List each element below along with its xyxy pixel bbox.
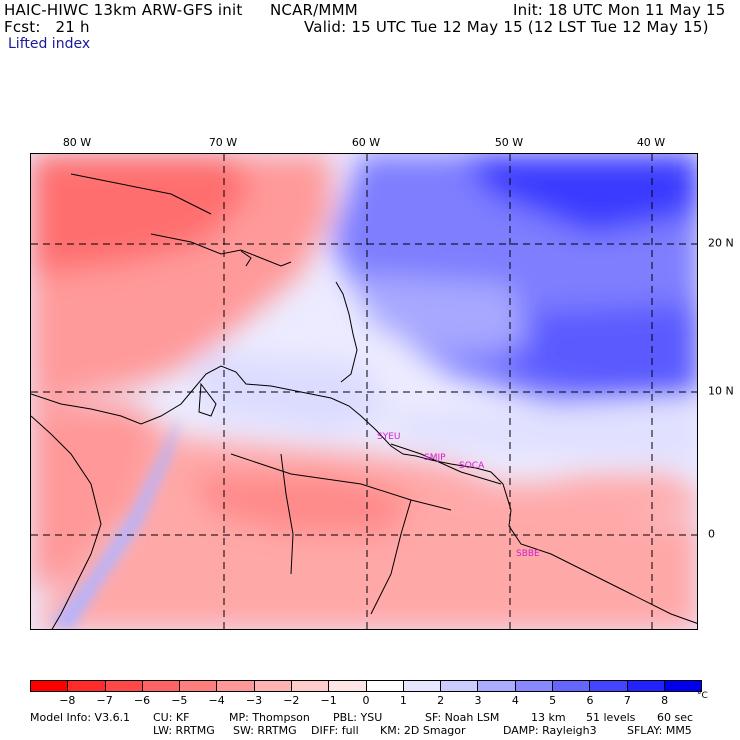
colorbar-tick-label: 2 (437, 694, 445, 707)
colorbar-tick-label: −8 (59, 694, 76, 707)
footer-pbl: PBL: YSU (333, 711, 383, 724)
footer-lw: LW: RRTMG (153, 724, 215, 737)
colorbar-tick-label: −4 (208, 694, 225, 707)
colorbar-cell (217, 681, 255, 691)
footer-resolution: 13 km (531, 711, 566, 724)
station-label: SBBE (516, 549, 540, 559)
colorbar-tick-label: −7 (96, 694, 113, 707)
footer-mp: MP: Thompson (229, 711, 310, 724)
footer-levels: 51 levels (586, 711, 636, 724)
forecast-hour: Fcst: 21 h (4, 18, 90, 36)
colorbar-tick-label: 7 (623, 694, 631, 707)
lat-label-0: 0 (708, 527, 715, 541)
footer-timestep: 60 sec (657, 711, 694, 724)
colorbar-tick-label: −2 (283, 694, 300, 707)
lon-label-40w: 40 W (636, 136, 666, 149)
colorbar-cell (552, 681, 591, 691)
footer-km: KM: 2D Smagor (380, 724, 466, 737)
colorbar-tick-label: −1 (320, 694, 337, 707)
colorbar-tick-label: 4 (511, 694, 519, 707)
model-title: HAIC-HIWC 13km ARW-GFS init (4, 1, 243, 19)
colorbar-cell (664, 681, 702, 691)
colorbar-cell (627, 681, 665, 691)
colorbar-tick-label: 8 (661, 694, 669, 707)
colorbar-unit: °C (697, 691, 708, 701)
field-name: Lifted index (8, 36, 91, 52)
footer-diff: DIFF: full (311, 724, 359, 737)
colorbar-cell (478, 681, 516, 691)
footer-model-info: Model Info: V3.6.1 (30, 711, 131, 724)
colorbar-cell (142, 681, 181, 691)
colorbar-tick-label: −6 (133, 694, 151, 707)
colorbar-tick-label: −5 (171, 694, 188, 707)
footer-damp: DAMP: Rayleigh3 (503, 724, 597, 737)
station-label: SOCA (459, 461, 485, 471)
lon-label-60w: 60 W (351, 136, 381, 149)
lon-label-80w: 80 W (62, 136, 92, 149)
lat-label-10n: 10 N (708, 384, 734, 398)
valid-time: Valid: 15 UTC Tue 12 May 15 (12 LST Tue … (304, 18, 709, 36)
colorbar-tick-label: 6 (586, 694, 594, 707)
footer-sflay: SFLAY: MM5 (627, 724, 692, 737)
footer-cu: CU: KF (153, 711, 190, 724)
colorbar-cell (31, 681, 69, 691)
colorbar-cell (366, 681, 404, 691)
station-label: SYEU (377, 432, 401, 442)
colorbar-cell (105, 681, 143, 691)
colorbar-cell (291, 681, 330, 691)
colorbar-tick-label: 0 (362, 694, 370, 707)
colorbar (30, 680, 702, 692)
colorbar-cell (590, 681, 628, 691)
map-canvas (31, 154, 697, 629)
init-time: Init: 18 UTC Mon 11 May 15 (513, 1, 726, 19)
footer-sf: SF: Noah LSM (425, 711, 500, 724)
lat-label-20n: 20 N (708, 236, 734, 250)
colorbar-cell (329, 681, 367, 691)
lon-label-70w: 70 W (208, 136, 238, 149)
colorbar-cell (180, 681, 218, 691)
lifted-index-map (30, 153, 698, 630)
colorbar-tick-label: 5 (549, 694, 557, 707)
lon-label-50w: 50 W (494, 136, 524, 149)
colorbar-tick-label: 3 (474, 694, 482, 707)
colorbar-cell (68, 681, 106, 691)
colorbar-cell (515, 681, 553, 691)
colorbar-tick-label: 1 (399, 694, 407, 707)
colorbar-cell (403, 681, 442, 691)
colorbar-cell (254, 681, 292, 691)
footer-sw: SW: RRTMG (233, 724, 297, 737)
station-label: SMJP (424, 453, 446, 463)
org-label: NCAR/MMM (270, 1, 358, 19)
colorbar-cell (441, 681, 479, 691)
colorbar-tick-label: −3 (245, 694, 263, 707)
